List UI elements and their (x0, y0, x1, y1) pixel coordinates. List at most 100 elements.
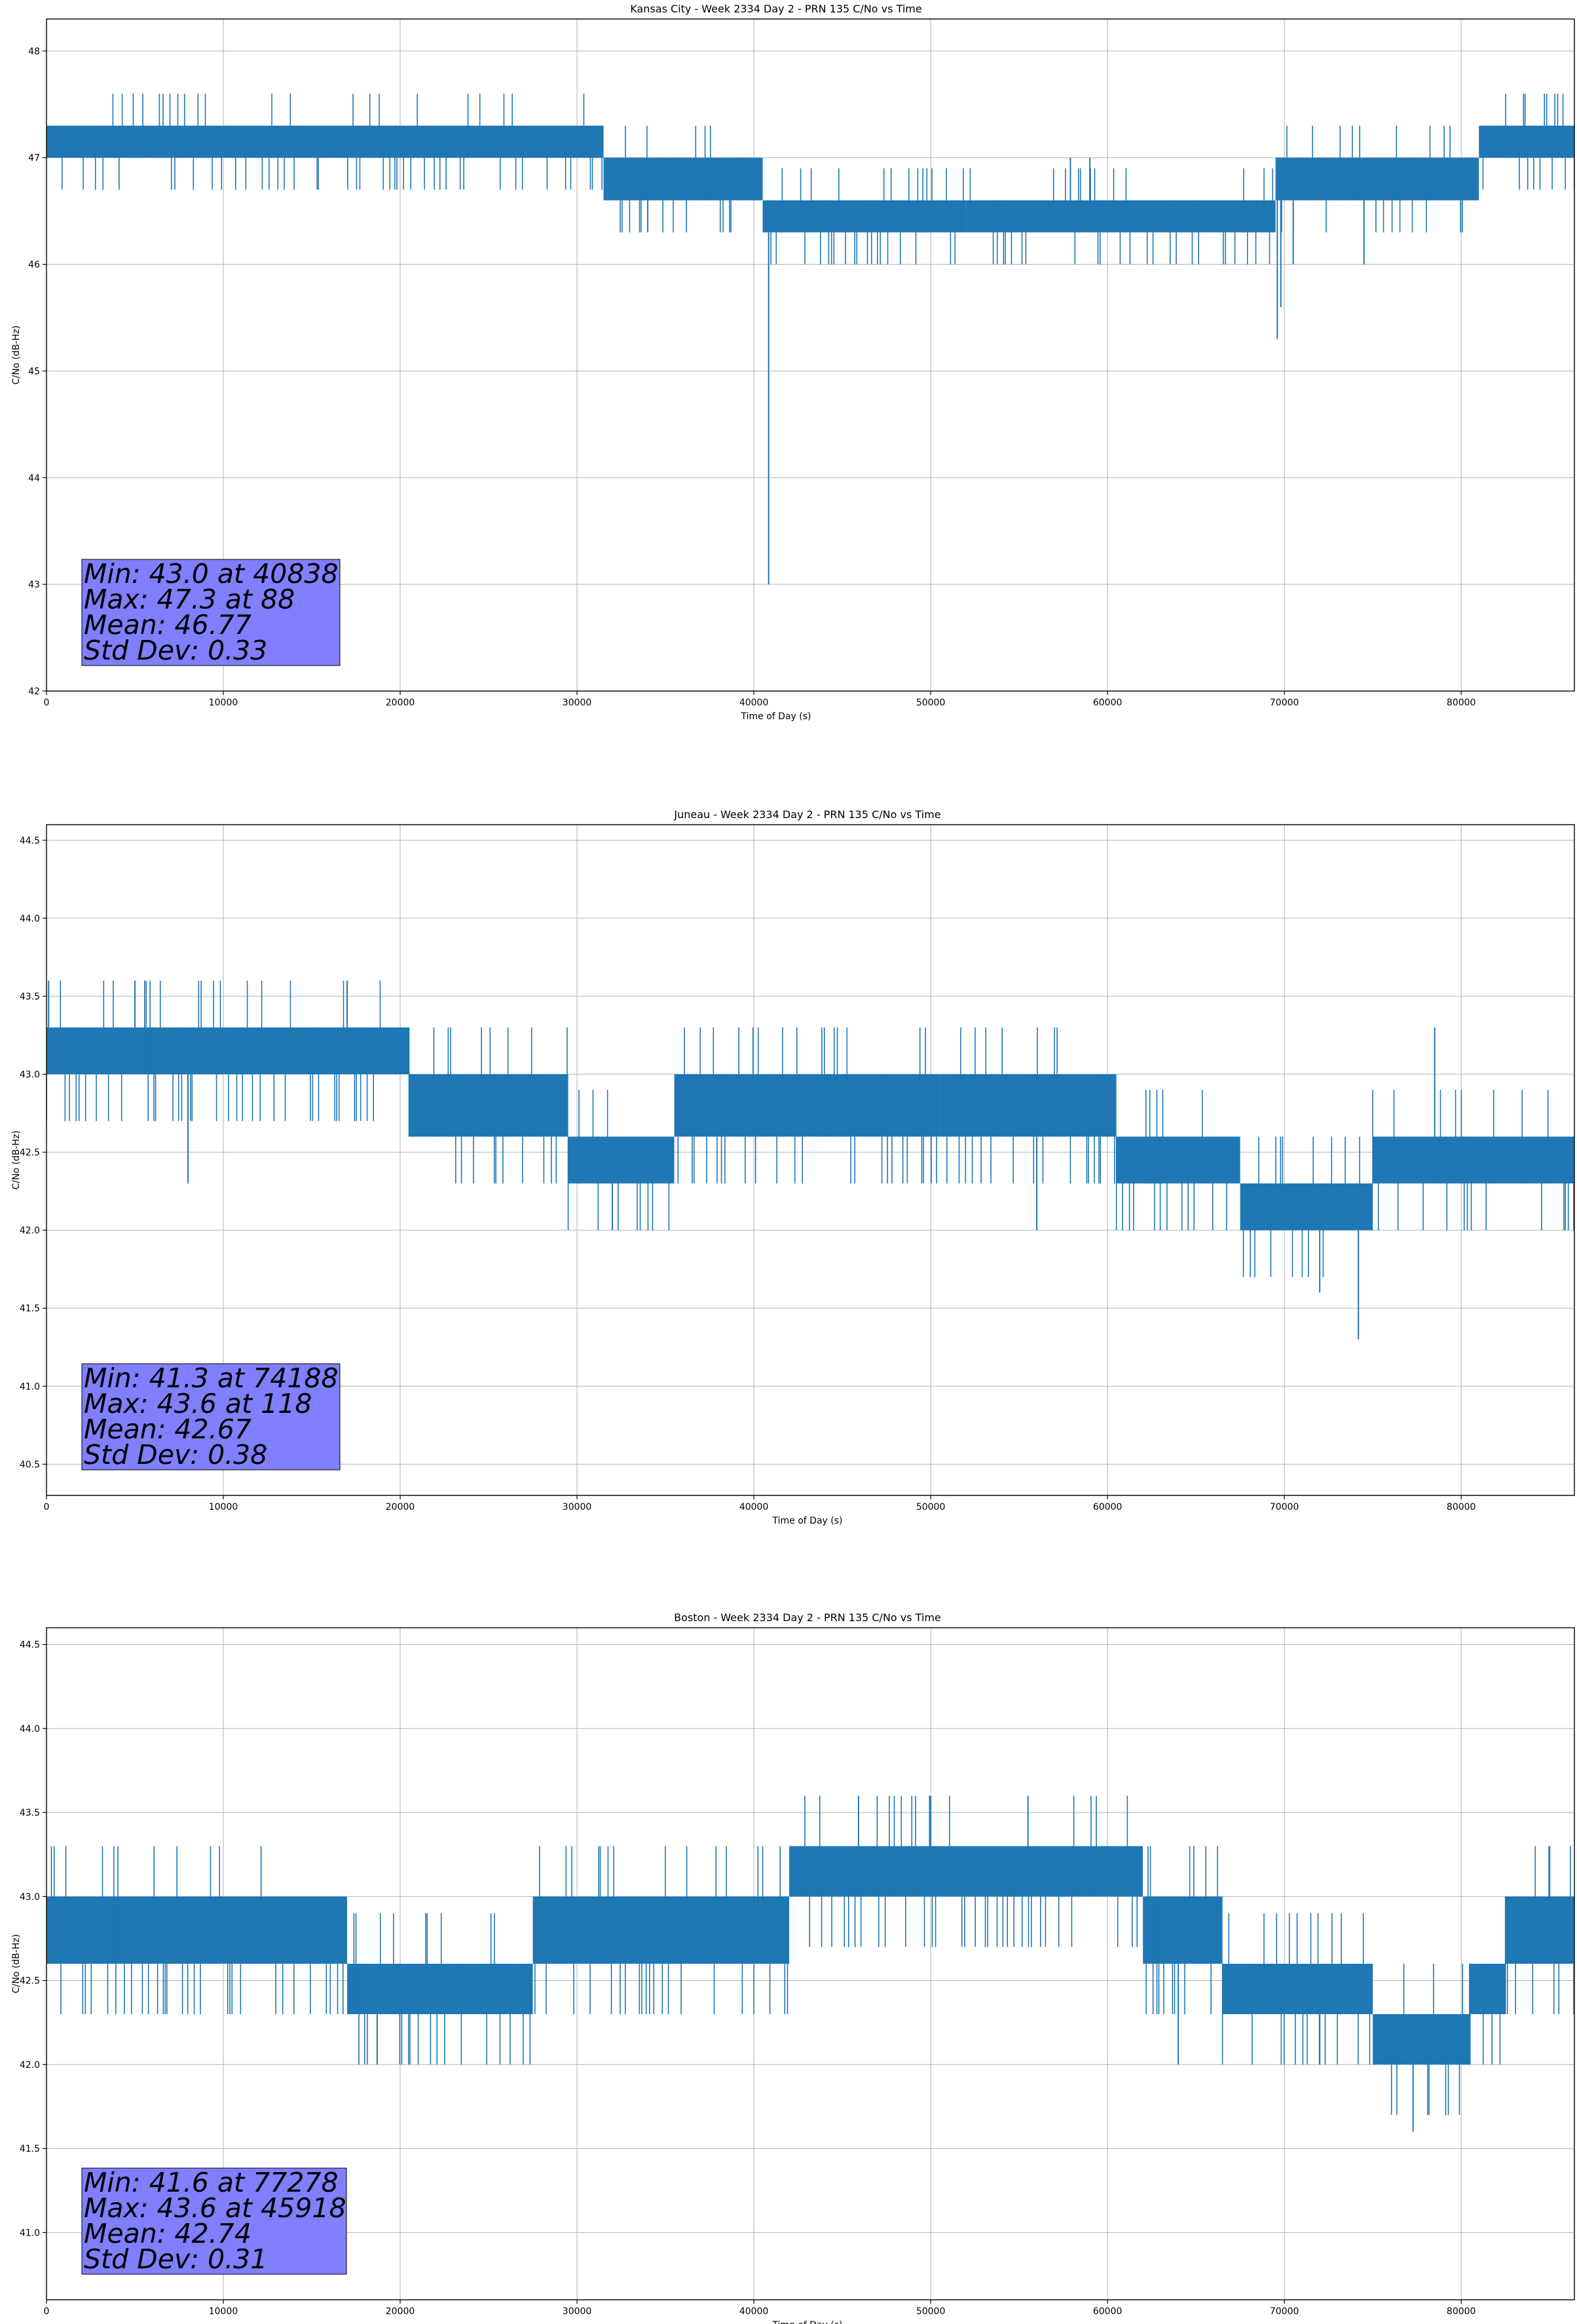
stats-line: Max: 43.6 at 45918 (84, 2192, 346, 2224)
stats-line: Mean: 42.74 (84, 2218, 251, 2249)
data-band (1479, 125, 1574, 158)
chart-panel-3: 0 10000 20000 30000 40000 50000 60000 70000 8000… (11, 1611, 1575, 2324)
x-tick-label: 0 (44, 1502, 50, 1512)
y-tick-label: 43.5 (20, 992, 40, 1002)
chart-title: Kansas City - Week 2334 Day 2 - PRN 135 … (630, 3, 921, 15)
x-tick-label: 60000 (1093, 2306, 1122, 2317)
y-tick-label: 42.5 (20, 1148, 40, 1158)
x-tick-label: 80000 (1447, 698, 1476, 708)
x-tick-label: 70000 (1270, 2306, 1299, 2317)
data-band (1222, 1964, 1373, 2014)
data-band (1240, 1183, 1373, 1231)
data-band (1505, 1896, 1574, 1964)
data-band (939, 1074, 1117, 1137)
data-band (347, 1964, 533, 2014)
stats-line: Max: 47.3 at 88 (84, 584, 295, 615)
y-tick-label: 41.5 (20, 1303, 40, 1314)
y-tick-label: 43.0 (20, 1070, 40, 1080)
stats-line: Mean: 42.67 (84, 1414, 251, 1445)
data-band (400, 125, 604, 158)
x-tick-label: 80000 (1447, 1502, 1476, 1512)
x-tick-label: 80000 (1447, 2306, 1476, 2317)
y-tick-label: 44 (28, 473, 40, 483)
data-band (46, 1027, 286, 1075)
y-tick-label: 46 (28, 260, 40, 271)
y-tick-label: 44.5 (20, 836, 40, 846)
y-tick-label: 41.5 (20, 2144, 40, 2154)
data-band (285, 1027, 409, 1075)
data-band (46, 1896, 348, 1964)
axes-frame (46, 18, 1575, 692)
stats-box (81, 559, 341, 666)
y-tick-label: 43.0 (20, 1892, 40, 1902)
chart-title: Boston - Week 2334 Day 2 - PRN 135 C/No … (674, 1611, 941, 1624)
data-band (966, 200, 1276, 233)
x-axis-label: Time of Day (s) (772, 1516, 843, 1526)
x-tick-label: 10000 (209, 1502, 238, 1512)
stats-line: Min: 41.3 at 74188 (84, 1362, 339, 1394)
x-tick-label: 40000 (739, 1502, 769, 1512)
y-tick-label: 41.0 (20, 1381, 40, 1392)
data-band (1143, 1896, 1223, 1964)
y-tick-label: 42 (28, 686, 40, 697)
y-tick-label: 41.0 (20, 2228, 40, 2238)
x-tick-label: 0 (44, 2306, 50, 2317)
x-tick-label: 30000 (563, 2306, 592, 2317)
x-tick-label: 40000 (739, 698, 769, 708)
data-band (762, 200, 967, 233)
data-band (1116, 1136, 1240, 1184)
y-tick-label: 43.5 (20, 1808, 40, 1818)
data-band (1275, 157, 1479, 200)
data-series (46, 1795, 1574, 2132)
data-band (568, 1136, 675, 1184)
chart-title: Juneau - Week 2334 Day 2 - PRN 135 C/No … (673, 808, 940, 821)
y-tick-label: 48 (28, 47, 40, 57)
data-band (46, 125, 189, 158)
x-tick-label: 10000 (209, 2306, 238, 2317)
data-band (674, 1074, 940, 1137)
stats-line: Min: 41.6 at 77278 (84, 2167, 339, 2198)
y-tick-label: 42.0 (20, 1226, 40, 1236)
stats-line: Mean: 46.77 (84, 609, 251, 641)
data-series (46, 981, 1574, 1340)
data-band (532, 1896, 790, 1964)
stats-line: Max: 43.6 at 118 (84, 1388, 312, 1419)
data-band (409, 1074, 568, 1137)
y-axis-label: C/No (dB-Hz) (11, 1131, 22, 1190)
stats-line: Std Dev: 0.31 (84, 2243, 267, 2275)
y-tick-label: 47 (28, 153, 40, 164)
y-tick-label: 44.0 (20, 914, 40, 924)
x-tick-label: 0 (44, 698, 50, 708)
y-tick-label: 43 (28, 580, 40, 590)
chart-panel-1: 0 10000 20000 30000 40000 50000 60000 70000 8000… (11, 3, 1575, 722)
x-axis-label: Time of Day (s) (772, 2320, 843, 2324)
stats-line: Std Dev: 0.33 (84, 635, 267, 666)
stats-line: Min: 43.0 at 40838 (84, 558, 339, 590)
y-axis-label: C/No (dB-Hz) (11, 326, 22, 384)
y-tick-label: 44.5 (20, 1640, 40, 1651)
x-tick-label: 20000 (386, 1502, 415, 1512)
y-tick-label: 45 (28, 366, 40, 377)
x-tick-label: 10000 (209, 698, 238, 708)
y-tick-label: 44.0 (20, 1724, 40, 1734)
x-axis-label: Time of Day (s) (741, 711, 811, 722)
data-band (789, 1846, 1143, 1897)
data-band (1373, 1136, 1574, 1184)
x-tick-label: 60000 (1093, 698, 1122, 708)
data-band (1373, 2014, 1470, 2065)
x-tick-label: 70000 (1270, 698, 1299, 708)
x-tick-label: 50000 (916, 698, 946, 708)
x-tick-label: 50000 (916, 2306, 946, 2317)
x-tick-label: 20000 (386, 2306, 415, 2317)
y-axis-label: C/No (dB-Hz) (11, 1934, 22, 1993)
x-tick-label: 30000 (563, 698, 592, 708)
y-tick-label: 42.0 (20, 2060, 40, 2071)
x-tick-label: 70000 (1270, 1502, 1299, 1512)
data-band (603, 157, 763, 200)
x-tick-label: 50000 (916, 1502, 946, 1512)
x-tick-label: 40000 (739, 2306, 769, 2317)
y-tick-label: 40.5 (20, 1459, 40, 1470)
stats-box (81, 2167, 347, 2275)
x-tick-label: 60000 (1093, 1502, 1122, 1512)
